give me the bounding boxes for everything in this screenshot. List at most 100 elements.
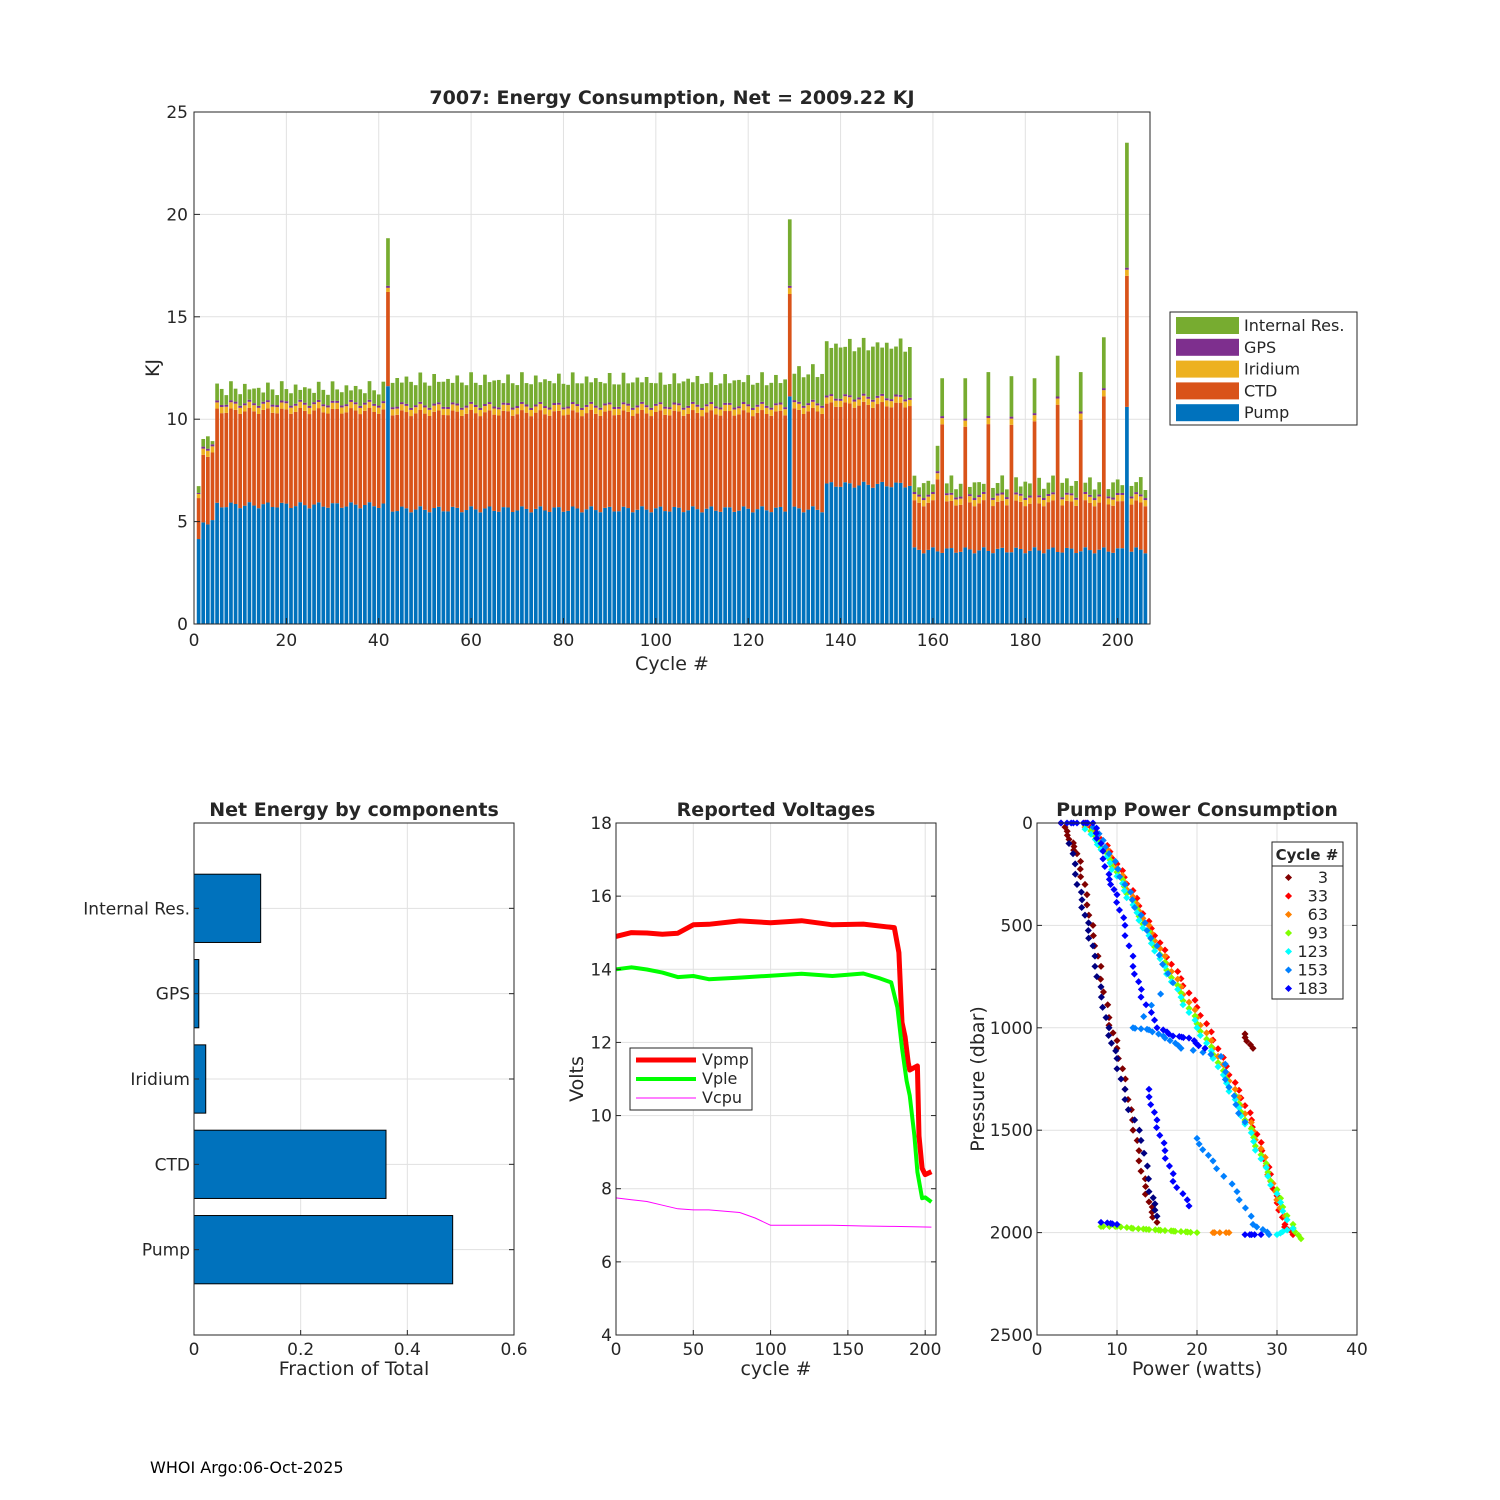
energy-bar-ctd [399, 410, 404, 507]
energy-bar-pump [307, 508, 312, 624]
energy-bar-internal [524, 383, 529, 405]
energy-bar-gps [404, 403, 409, 406]
energy-bar-gps [552, 402, 557, 406]
pumppower-point-33 [1174, 967, 1182, 976]
energy-bar-iridium [1046, 495, 1051, 503]
energy-bar-ctd [894, 402, 898, 483]
pumppower-point-183 [1125, 942, 1133, 950]
pumppower-point-153 [1199, 1146, 1207, 1154]
pumppower-point-183 [1165, 1162, 1173, 1170]
energy-bar-ctd [469, 409, 473, 507]
energy-bar-gps [774, 403, 778, 406]
components-ytick-label: Pump [142, 1241, 190, 1261]
energy-bar-gps [409, 407, 413, 410]
energy-bar-internal [210, 441, 215, 445]
energy-bar-ctd [1125, 275, 1129, 407]
energy-bar-internal [806, 374, 811, 404]
voltages-ytick-label: 8 [601, 1180, 612, 1200]
energy-bar-iridium [958, 498, 963, 505]
energy-bar-ctd [423, 413, 427, 510]
energy-bar-iridium [381, 403, 386, 410]
energy-bar-ctd [1018, 501, 1023, 549]
energy-bar-gps [1018, 493, 1023, 496]
energy-bar-gps [820, 405, 824, 408]
pumppower-point-183 [1169, 1177, 1177, 1185]
energy-bar-iridium [1143, 500, 1148, 507]
energy-bar-gps [395, 406, 400, 409]
energy-xtick-label: 180 [1009, 631, 1041, 651]
energy-bar-internal [653, 383, 658, 404]
energy-bar-pump [972, 553, 977, 624]
energy-bar-internal [935, 445, 940, 472]
energy-bar-pump [363, 505, 367, 624]
energy-xtick-label: 200 [1101, 631, 1133, 651]
energy-bar-internal [755, 382, 760, 405]
energy-bar-iridium [649, 409, 654, 417]
pumppower-point-3 [1129, 1126, 1137, 1134]
energy-bar-internal [1065, 478, 1069, 493]
energy-bar-gps [963, 418, 968, 421]
energy-grid [194, 112, 1150, 624]
energy-bar-pump [492, 510, 497, 624]
energy-ytick-label: 10 [166, 410, 188, 430]
energy-bar-pump [764, 510, 769, 624]
energy-bar-ctd [815, 411, 820, 510]
energy-bar-internal [626, 383, 630, 404]
energy-bar-iridium [464, 407, 469, 414]
energy-bar-iridium [635, 407, 640, 414]
energy-bar-ctd [376, 413, 381, 508]
energy-bar-ctd [626, 411, 630, 509]
energy-bar-pump [727, 507, 732, 624]
voltages-xtick-label: 50 [682, 1340, 704, 1360]
energy-bar-gps [723, 402, 727, 405]
energy-bar-ctd [506, 411, 510, 508]
energy-bar-pump [270, 507, 275, 624]
pumppower-point-183 [1147, 1008, 1155, 1016]
energy-bar-iridium [1069, 495, 1074, 502]
energy-bar-iridium [1101, 390, 1106, 397]
energy-bar-internal [196, 486, 201, 493]
energy-bar-ctd [1092, 506, 1097, 554]
energy-bar-gps [824, 395, 829, 398]
energy-bar-ctd [1041, 506, 1046, 554]
energy-bar-pump [1055, 552, 1060, 624]
energy-bar-gps [838, 398, 843, 401]
energy-bar-ctd [695, 412, 700, 510]
energy-bar-pump [760, 506, 764, 624]
energy-bar-gps [714, 406, 718, 409]
energy-bar-pump [201, 522, 206, 624]
energy-bar-gps [797, 401, 801, 404]
energy-bar-gps [326, 405, 330, 408]
energy-bar-iridium [741, 404, 746, 411]
energy-bar-ctd [464, 413, 469, 511]
energy-bar-ctd [321, 412, 326, 507]
energy-bar-iridium [302, 404, 307, 411]
energy-bar-gps [681, 407, 686, 410]
energy-bar-ctd [233, 409, 238, 504]
energy-bar-gps [847, 395, 852, 398]
energy-bar-gps [787, 285, 792, 288]
energy-bar-ctd [741, 410, 746, 507]
energy-bar-iridium [561, 409, 566, 416]
energy-bar-gps [386, 285, 390, 288]
energy-bar-ctd [312, 410, 316, 505]
energy-bar-ctd [954, 505, 958, 553]
energy-bar-iridium [644, 407, 649, 414]
energy-bar-gps [201, 446, 206, 449]
energy-bar-pump [644, 509, 649, 624]
energy-bar-gps [460, 407, 464, 410]
energy-bar-iridium [450, 404, 455, 411]
energy-bar-pump [769, 512, 774, 624]
energy-bar-gps [219, 404, 224, 408]
energy-bar-ctd [1078, 419, 1083, 552]
energy-bar-gps [981, 491, 986, 494]
energy-bar-internal [330, 381, 335, 401]
energy-bar-gps [1101, 388, 1106, 391]
energy-bar-gps [423, 405, 427, 408]
energy-bar-pump [289, 508, 293, 624]
energy-bar-iridium [261, 403, 266, 410]
energy-bar-pump [533, 508, 538, 624]
energy-bar-gps [769, 407, 774, 410]
energy-bar-pump [358, 508, 363, 624]
energy-bar-gps [635, 405, 640, 408]
